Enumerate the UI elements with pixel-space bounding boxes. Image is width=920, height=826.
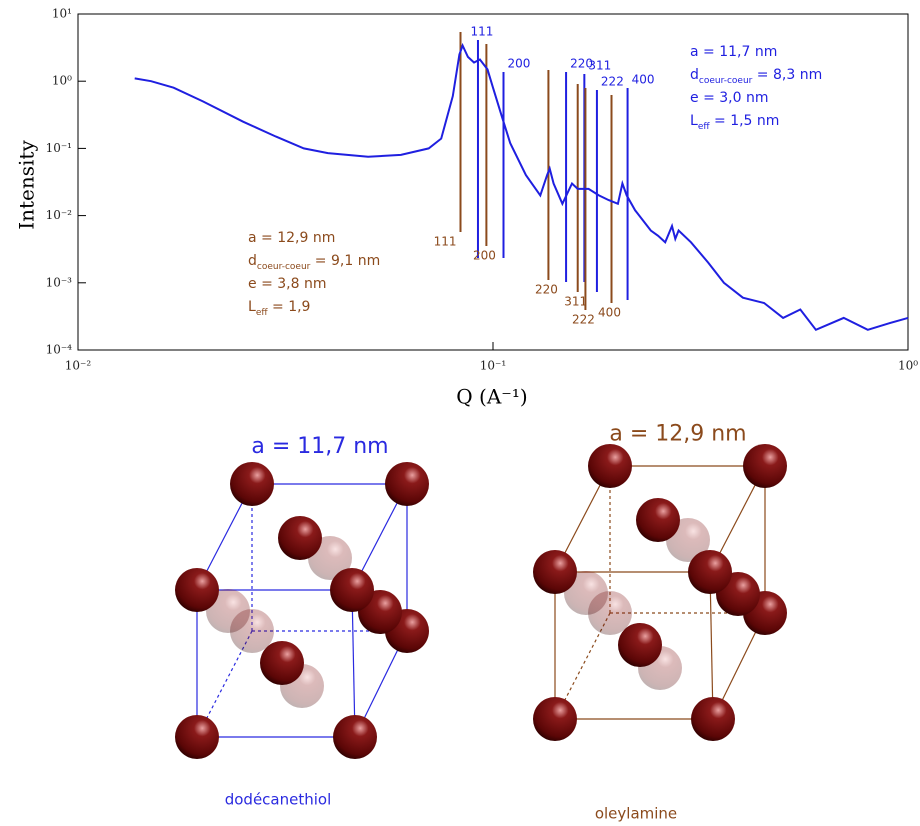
y-tick-label: 10⁻¹ [46,141,72,155]
atom [175,568,219,612]
atom [618,623,662,667]
y-tick-label: 10¹ [52,7,72,21]
y-tick-label: 10⁰ [52,74,72,88]
diagram-label: dodécanethiol [225,791,332,809]
reflection-label: 222 [572,313,595,327]
reflection-label: 200 [508,57,531,71]
annotation-subscript: coeur-coeur [257,262,311,272]
reflection-label: 311 [564,295,587,309]
atom [333,715,377,759]
annotation: Leff = 1,9 [248,299,310,318]
atom [688,550,732,594]
x-axis-label: Q (A⁻¹) [456,385,527,409]
reflection-label: 222 [601,75,624,89]
annotation-subscript: coeur-coeur [699,76,753,86]
y-tick-label: 10⁻³ [46,275,73,289]
annotation-text: e = 3,8 nm [248,276,326,292]
atom [636,498,680,542]
annotation-text: L [690,113,698,129]
y-tick-label: 10⁻² [46,208,73,222]
annotation-text: = 1,9 [268,299,311,315]
diagram-label: oleylamine [595,805,677,823]
atom [588,444,632,488]
reflection-label: 111 [471,25,494,39]
fcc-cell [175,462,429,759]
annotation: dcoeur-coeur = 9,1 nm [248,253,380,272]
diagram-title: a = 12,9 nm [609,421,746,446]
annotation-text: e = 3,0 nm [690,90,768,106]
atom [564,571,608,615]
atom [533,550,577,594]
annotation-text: = 9,1 nm [310,253,380,269]
annotation-subscript: eff [698,122,711,132]
plot-frame [77,13,909,351]
annotation: e = 3,0 nm [690,90,768,106]
cell-edge [351,589,356,738]
y-tick-label: 10⁻⁴ [46,343,73,357]
atom [533,697,577,741]
reflection-label: 400 [632,73,655,87]
x-tick-label: 10⁰ [898,359,918,373]
cell-edge [709,571,714,720]
annotation-text: d [690,67,699,83]
annotation: dcoeur-coeur = 8,3 nm [690,67,822,86]
y-axis-label: Intensity [15,140,39,230]
annotation-text: = 1,5 nm [710,113,780,129]
annotation-text: a = 12,9 nm [248,230,335,246]
atom [175,715,219,759]
atom [330,568,374,612]
atom [691,697,735,741]
reflection-label: 400 [598,306,621,320]
atom [385,462,429,506]
annotation-text: a = 11,7 nm [690,44,777,60]
atom [743,444,787,488]
annotation: a = 12,9 nm [248,230,335,246]
diagram-title: a = 11,7 nm [251,434,388,459]
x-tick-label: 10⁻¹ [480,359,506,373]
atom [260,641,304,685]
reflection-label: 220 [570,57,593,71]
data-line [134,42,909,332]
fcc-cell [533,444,787,741]
reflection-label: 311 [588,59,611,73]
atom [206,589,250,633]
atom [230,462,274,506]
x-tick-label: 10⁻² [65,359,92,373]
annotation: a = 11,7 nm [690,44,777,60]
annotation: Leff = 1,5 nm [690,113,779,132]
annotation: e = 3,8 nm [248,276,326,292]
annotation-text: = 8,3 nm [752,67,822,83]
reflection-label: 220 [535,283,558,297]
annotation-text: L [248,299,256,315]
atom [278,516,322,560]
annotation-text: d [248,253,257,269]
annotation-subscript: eff [256,308,269,318]
reflection-label: 200 [473,249,496,263]
reflection-label: 111 [434,235,457,249]
